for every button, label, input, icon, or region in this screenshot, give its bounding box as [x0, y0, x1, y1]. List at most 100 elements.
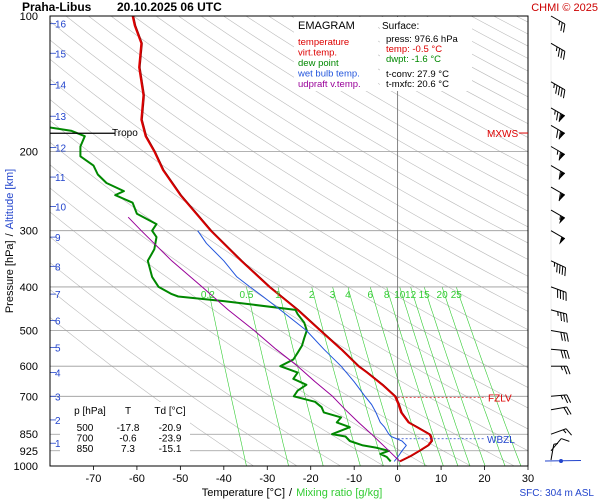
dry-adiabat: [223, 16, 528, 197]
wind-barb-half: [553, 83, 555, 89]
wind-barb: [550, 165, 566, 180]
pressure-tick-label: 600: [20, 361, 38, 373]
series-wet-bulb-temp: [197, 230, 407, 462]
mixing-ratio-label: 8: [384, 290, 390, 301]
wind-barb-half: [558, 20, 561, 26]
table-header-cell: T: [125, 406, 131, 417]
table-cell: -20.9: [159, 423, 182, 434]
wind-barb-full: [566, 406, 572, 415]
y-axis-label-pressure: Pressure [hPa]: [4, 240, 16, 313]
wind-barb: [550, 230, 566, 245]
y-axis-label-slash: /: [4, 232, 16, 236]
dry-adiabat: [50, 39, 528, 349]
wind-barb-staff: [550, 348, 567, 352]
series-udpraft-v-temp: [127, 216, 401, 462]
observation-datetime: 20.10.2025 06 UTC: [117, 0, 222, 14]
wind-barb-full: [563, 394, 569, 404]
wind-barb-full: [559, 290, 561, 299]
legend-item: dew point: [298, 58, 339, 69]
wind-barb-full: [556, 263, 558, 273]
altitude-tick-label: 3: [55, 392, 61, 403]
surface-tmxfc: t-mxfc: 20.6 °C: [386, 79, 449, 90]
mixing-ratio-label: 0.5: [239, 290, 253, 301]
temp-tick-label: -10: [346, 473, 362, 485]
wind-barb-full: [562, 51, 566, 60]
data-table-box: [60, 402, 190, 452]
wind-barb-full: [557, 289, 559, 298]
wind-barb-pennant: [559, 152, 565, 161]
wind-barb-pennant: [559, 131, 565, 140]
mixing-ratio-label: 25: [451, 290, 463, 301]
pressure-tick-label: 1000: [14, 461, 38, 473]
dry-adiabat: [110, 16, 528, 277]
wind-barb-staff: [550, 260, 566, 269]
wind-barb-full: [560, 312, 562, 322]
wind-barb-full: [564, 267, 566, 277]
wind-barb-full: [563, 407, 569, 416]
wind-barb: [550, 309, 568, 323]
pressure-tick-label: 200: [20, 146, 38, 158]
altitude-tick-label: 10: [55, 202, 67, 213]
altitude-tick-label: 13: [55, 112, 67, 123]
wind-barb-half: [555, 46, 558, 52]
mixing-ratio-label: 4: [345, 290, 351, 301]
wind-barb-full: [558, 130, 562, 140]
wind-barb-full: [566, 350, 570, 359]
temp-tick-label: -50: [172, 473, 188, 485]
pressure-tick-label: 500: [20, 326, 38, 338]
tropo-label: Tropo: [112, 128, 138, 139]
pressure-tick-label: 925: [20, 446, 38, 458]
y-axis-label-altitude: Altitude [km]: [4, 169, 16, 230]
altitude-tick-label: 2: [55, 416, 61, 427]
x-axis-label-slash: /: [289, 487, 293, 499]
wbzl-label: WBZL: [487, 435, 515, 446]
dry-adiabat: [155, 16, 528, 244]
altitude-tick-label: 8: [55, 262, 61, 273]
temp-tick-label: -60: [129, 473, 145, 485]
wind-barb-full: [565, 428, 572, 436]
surface-elevation-label: SFC: 304 m ASL: [520, 488, 595, 499]
mixing-ratio-label: 15: [419, 290, 431, 301]
temp-tick-label: 10: [435, 473, 447, 485]
altitude-tick-label: 15: [55, 49, 67, 60]
legend-item: wet bulb temp.: [297, 69, 360, 80]
wind-barb-full: [566, 394, 572, 403]
temp-tick-label: 30: [522, 473, 534, 485]
altitude-tick-label: 11: [55, 173, 66, 184]
wind-barb-full: [563, 313, 565, 322]
pressure-tick-label: 100: [20, 11, 38, 23]
mixing-ratio-label: 12: [405, 290, 417, 301]
temp-tick-label: -20: [303, 473, 319, 485]
series-dew-point: [50, 126, 392, 463]
copyright: CHMI © 2025: [531, 2, 598, 14]
wind-barb: [551, 365, 571, 375]
wind-barb-full: [562, 23, 566, 33]
wind-barb-pennant: [559, 193, 565, 202]
station-name: Praha-Libus: [22, 0, 92, 14]
wind-barb-staff: [550, 444, 555, 461]
wind-barb-full: [558, 113, 562, 122]
mxws-label: MXWS: [487, 129, 518, 140]
altitude-tick-label: 7: [55, 290, 61, 301]
table-header-cell: p [hPa]: [74, 406, 106, 417]
x-axis-label-mixing: Mixing ratio [g/kg]: [296, 487, 382, 499]
wind-barb-full: [560, 22, 563, 32]
wind-barb-staff: [550, 15, 566, 25]
table-cell: 7.3: [121, 444, 135, 455]
dry-adiabat: [50, 120, 528, 430]
altitude-tick-label: 14: [55, 81, 67, 92]
wind-barb-half: [560, 366, 563, 371]
wind-barb-half: [556, 150, 559, 155]
wind-barb: [550, 124, 566, 140]
wind-barb-half: [560, 395, 564, 400]
wind-barb-staff: [550, 209, 566, 219]
wind-barb-half: [554, 110, 556, 115]
wind-barb-staff: [550, 438, 562, 452]
wind-barb-full: [561, 438, 570, 442]
dry-adiabat: [515, 16, 528, 23]
wind-barb-full: [558, 264, 561, 274]
wind-barb-full: [562, 291, 564, 300]
wind-barb: [550, 406, 572, 416]
